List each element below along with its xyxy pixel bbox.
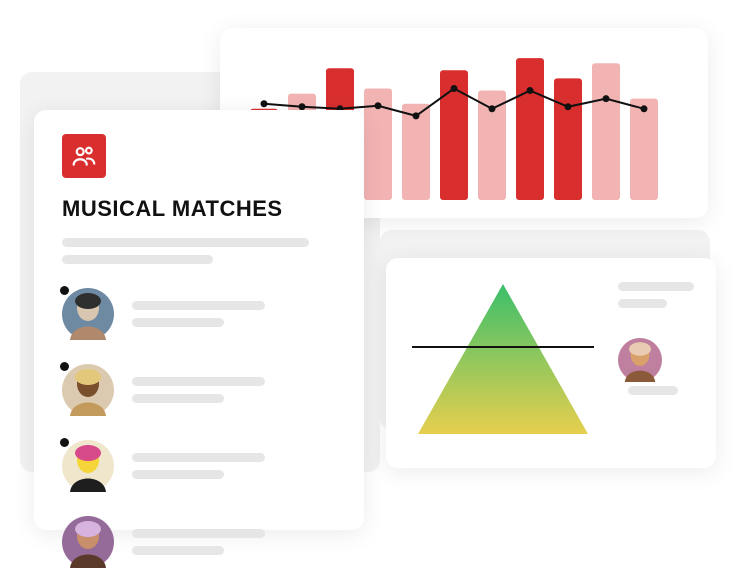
line-marker [489,105,496,112]
avatar [62,364,114,416]
skeleton-line [628,386,678,395]
skeleton-line [132,377,265,386]
match-row[interactable] [62,364,336,416]
line-marker [565,103,572,110]
avatar [62,516,114,568]
matches-card: MUSICAL MATCHES [34,110,364,530]
skeleton-line [618,299,667,308]
triangle-graphic [408,276,598,450]
card-subtitle-skeleton [62,238,336,264]
match-skeleton [132,453,336,479]
match-skeleton [132,529,336,555]
skeleton-line [132,318,224,327]
triangle-aside [618,276,694,450]
triangle-card [386,258,716,468]
line-marker [375,102,382,109]
skeleton-line [132,470,224,479]
skeleton-line [62,238,309,247]
skeleton-line [132,453,265,462]
status-dot [60,286,69,295]
users-icon [62,134,106,178]
match-row[interactable] [62,516,336,568]
skeleton-line [132,301,265,310]
skeleton-line [132,546,224,555]
line-marker [261,100,268,107]
avatar [62,288,114,340]
status-dot [60,362,69,371]
skeleton-line [62,255,213,264]
avatar [62,440,114,492]
line-marker [451,85,458,92]
line-marker [527,87,534,94]
triangle-shape [418,284,588,434]
line-marker [641,105,648,112]
card-title: MUSICAL MATCHES [62,196,336,222]
line-marker [413,112,420,119]
line-marker [603,95,610,102]
skeleton-line [132,529,265,538]
match-skeleton [132,377,336,403]
aside-user-row[interactable] [618,338,694,400]
bar [630,99,658,200]
skeleton-line [132,394,224,403]
match-row[interactable] [62,440,336,492]
bar [554,78,582,200]
bar [592,63,620,200]
status-dot [60,438,69,447]
match-row[interactable] [62,288,336,340]
skeleton-line [618,282,694,291]
bar [516,58,544,200]
avatar [618,338,662,382]
match-skeleton [132,301,336,327]
matches-list [62,288,336,568]
